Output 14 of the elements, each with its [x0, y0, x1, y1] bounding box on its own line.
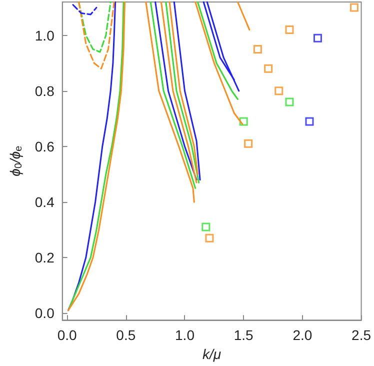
y-tick-label: 1.0 — [34, 27, 55, 44]
y-axis-title: ϕ0/ϕe — [7, 145, 24, 176]
x-tick-label: 0.5 — [116, 327, 136, 344]
y-tick-label: 0.2 — [34, 250, 55, 266]
x-axis-title: k/μ — [202, 346, 222, 362]
y-tick-label: 0.4 — [34, 194, 55, 210]
y-tick-label: 0.0 — [34, 305, 55, 322]
x-tick-label: 2.0 — [292, 327, 312, 344]
x-tick-label: 1.5 — [234, 327, 254, 344]
y-tick-label: 0.6 — [34, 138, 55, 154]
y-tick-label: 0.8 — [34, 82, 55, 99]
x-tick-label: 2.5 — [352, 327, 372, 344]
x-tick-label: 1.0 — [175, 327, 195, 344]
x-tick-label: 0.0 — [57, 327, 78, 344]
